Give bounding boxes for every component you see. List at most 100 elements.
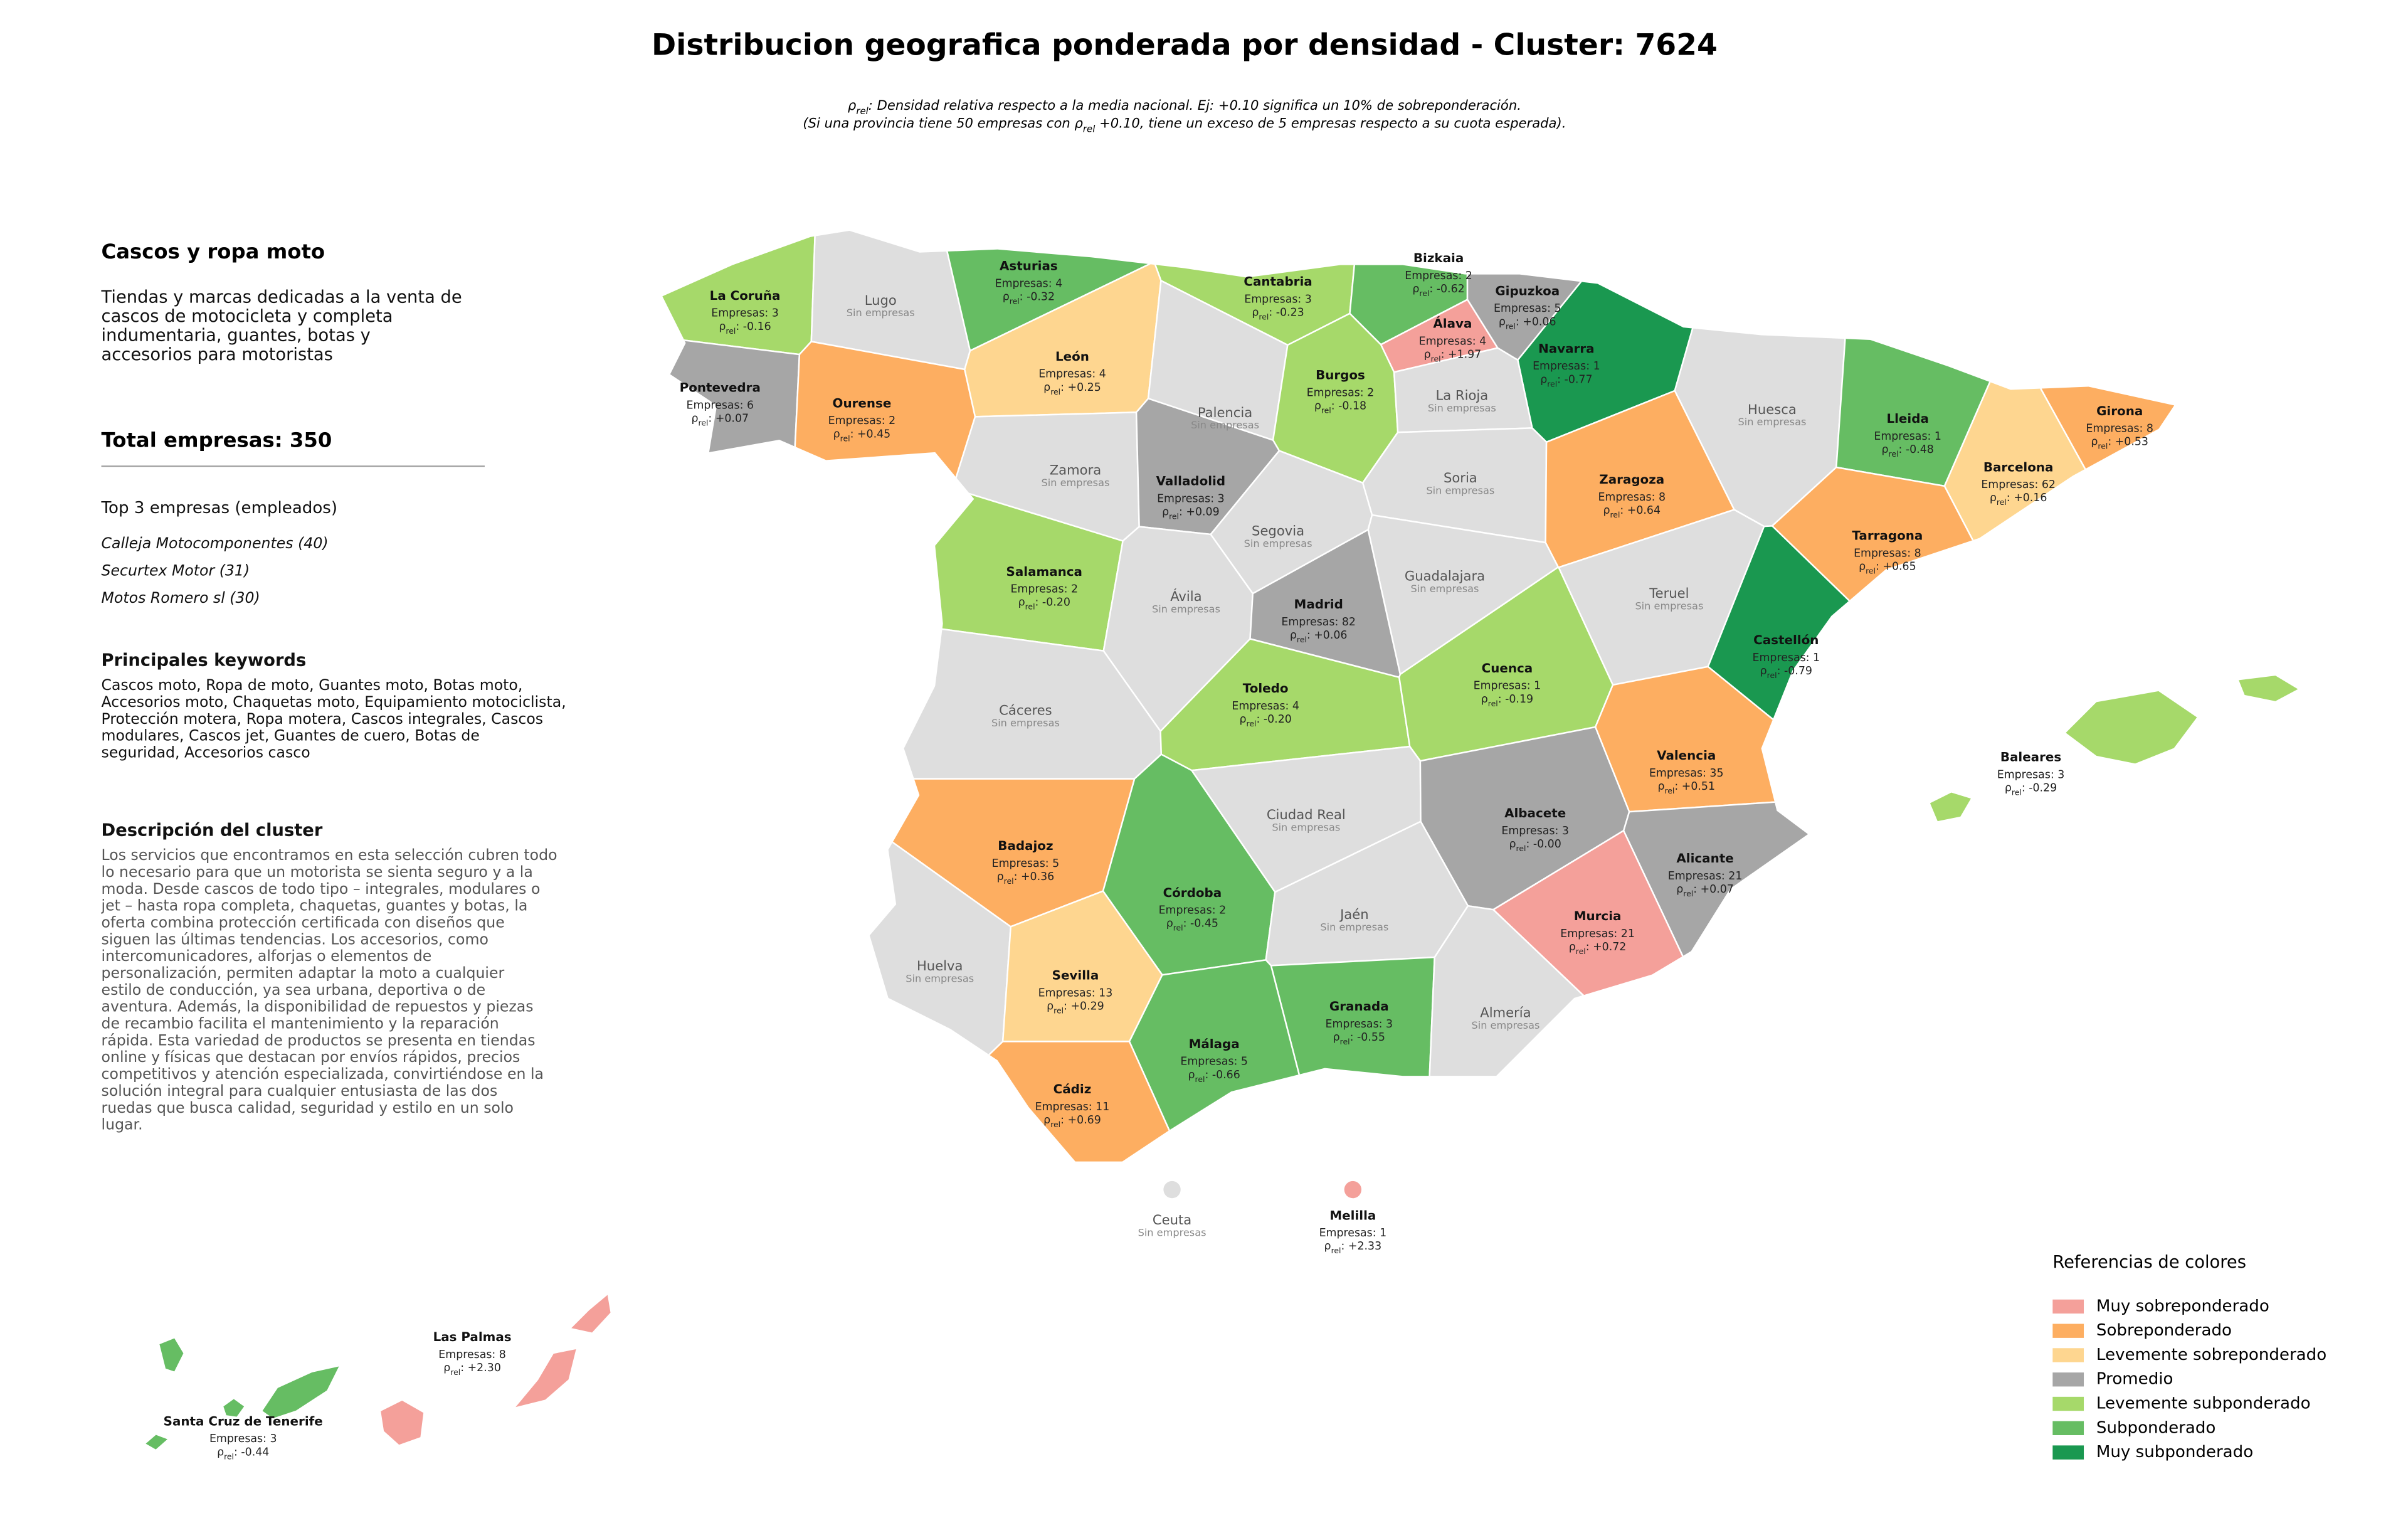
province-name: Tarragona [1852, 529, 1923, 543]
province-rho: ρrel: +0.06 [1290, 629, 1348, 644]
rho-value: +0.53 [2115, 436, 2148, 448]
description-line: oferta combina protección certificada co… [102, 914, 505, 931]
rho-subscript: rel [1664, 786, 1674, 795]
rho-symbol: ρ [1324, 1240, 1331, 1253]
rho-symbol: ρ [1043, 1114, 1050, 1127]
province-name: Barcelona [1983, 460, 2054, 474]
island-shape [158, 1337, 185, 1373]
rho-separator: : [1429, 283, 1436, 295]
rho-symbol: ρ [1540, 373, 1547, 386]
rho-value: +2.30 [468, 1362, 501, 1374]
sidebar-summary: accesorios para motoristas [102, 345, 333, 364]
province-companies: Empresas: 2 [1159, 905, 1227, 917]
description-line: aventura. Además, la disponibilidad de r… [102, 998, 534, 1016]
rho-separator: : [2022, 782, 2029, 795]
rho-subscript: rel [1576, 947, 1586, 956]
province-rho: ρrel: +0.69 [1043, 1114, 1101, 1129]
rho-subscript: rel [1050, 1120, 1060, 1129]
province-rho: ρrel: -0.45 [1166, 918, 1218, 933]
legend-swatch [2052, 1421, 2084, 1435]
rho-value: +2.33 [1348, 1240, 1381, 1253]
rho-subscript: rel [2012, 788, 2022, 797]
province-name: Cádiz [1054, 1082, 1092, 1096]
province-rho: ρrel: +0.64 [1603, 504, 1661, 519]
province-name: Las Palmas [433, 1330, 512, 1344]
rho-separator: : [1020, 291, 1027, 304]
province-companies: Empresas: 8 [438, 1349, 506, 1361]
description-line: siguen las últimas tendencias. Los acces… [102, 930, 488, 948]
province-companies: Empresas: 8 [1854, 547, 1921, 560]
rho-subscript: rel [1506, 321, 1516, 331]
province-name: Ávila [1170, 588, 1201, 604]
province-rho: ρrel: +0.07 [691, 412, 749, 427]
legend-swatch [2052, 1396, 2084, 1411]
province-companies: Empresas: 5 [1494, 302, 1561, 315]
province-companies: Empresas: 3 [1501, 825, 1569, 837]
island-shape [569, 1293, 612, 1334]
rho-symbol: ρ [1162, 506, 1169, 519]
province-status: Sin empresas [1041, 477, 1109, 489]
rho-subscript: rel [1997, 497, 2007, 507]
province-name: Álava [1433, 317, 1472, 331]
keywords-line: modulares, Cascos jet, Guantes de cuero,… [102, 727, 480, 745]
top-company: Motos Romero sl (30) [102, 589, 260, 607]
subtitle-segment: rel [856, 105, 869, 117]
sidebar-heading: Cascos y ropa moto [102, 240, 325, 263]
province-name: Santa Cruz de Tenerife [164, 1414, 323, 1428]
rho-value: -0.44 [241, 1446, 269, 1458]
legend-label: Subponderado [2096, 1418, 2215, 1437]
province-rho: ρrel: +0.51 [1657, 780, 1715, 795]
province-companies: Empresas: 3 [1244, 293, 1312, 305]
province-name: Ciudad Real [1267, 807, 1346, 822]
province-name: Palencia [1198, 405, 1252, 420]
rho-symbol: ρ [1240, 713, 1247, 726]
rho-subscript: rel [1004, 876, 1014, 886]
province-rho: ρrel: -0.32 [1003, 291, 1055, 306]
province-companies: Empresas: 4 [1419, 335, 1487, 348]
rho-value: -0.23 [1276, 306, 1304, 319]
rho-separator: : [708, 412, 715, 425]
rho-separator: : [1205, 1069, 1212, 1081]
province-name: Murcia [1574, 909, 1622, 923]
province-status: Sin empresas [1411, 583, 1479, 595]
description-title: Descripción del cluster [102, 820, 323, 840]
province-name: Bizkaia [1413, 251, 1464, 265]
rho-subscript: rel [1331, 1246, 1341, 1255]
province-name: Alicante [1676, 851, 1733, 866]
province-shape [662, 332, 801, 761]
rho-separator: : [1060, 1114, 1067, 1127]
rho-symbol: ρ [1003, 291, 1010, 304]
province-rho: ρrel: +0.25 [1043, 381, 1101, 396]
rho-value: -0.55 [1357, 1031, 1385, 1044]
keywords-line: Cascos moto, Ropa de moto, Guantes moto,… [102, 676, 523, 694]
province-companies: Empresas: 2 [1307, 386, 1375, 399]
rho-subscript: rel [1173, 923, 1183, 933]
province-name: Valladolid [1156, 474, 1225, 489]
legend-label: Levemente sobreponderado [2096, 1345, 2326, 1364]
province-name: Burgos [1316, 368, 1365, 383]
province-companies: Empresas: 5 [1180, 1056, 1248, 1068]
province-name: Cáceres [999, 702, 1052, 718]
province-shape [1270, 956, 1436, 1162]
province-rho: ρrel: +0.09 [1162, 506, 1220, 521]
province-companies: Empresas: 5 [992, 857, 1060, 870]
rho-separator: : [1269, 306, 1275, 319]
province-name: Ourense [833, 396, 892, 410]
rho-subscript: rel [1866, 566, 1876, 576]
province-name: Zaragoza [1599, 472, 1664, 487]
legend-label: Promedio [2096, 1370, 2173, 1389]
island-shape [379, 1399, 425, 1446]
rho-subscript: rel [1683, 889, 1693, 898]
rho-value: -0.00 [1533, 838, 1561, 851]
rho-value: +0.06 [1523, 316, 1556, 328]
province-name: Málaga [1189, 1037, 1240, 1051]
rho-separator: : [1876, 561, 1883, 573]
rho-subscript: rel [1010, 297, 1020, 306]
province-rho: ρrel: +1.97 [1424, 349, 1482, 364]
rho-value: -0.19 [1505, 693, 1533, 706]
rho-subscript: rel [450, 1367, 460, 1377]
rho-value: -0.62 [1437, 283, 1465, 295]
province-companies: Empresas: 82 [1281, 616, 1356, 629]
